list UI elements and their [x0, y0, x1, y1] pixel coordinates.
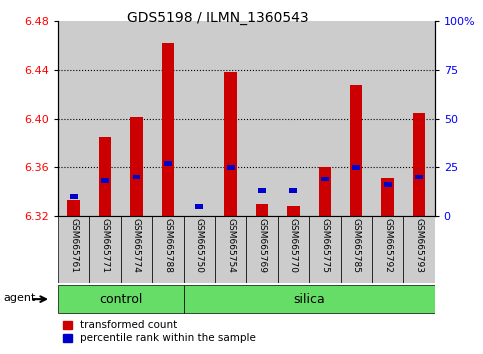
Bar	[132, 175, 141, 179]
Bar	[403, 21, 435, 216]
Bar	[246, 21, 278, 216]
Text: GSM665792: GSM665792	[383, 218, 392, 273]
Bar	[193, 216, 206, 218]
Bar	[256, 204, 269, 216]
Bar	[384, 182, 392, 187]
Bar	[372, 21, 403, 216]
Text: GSM665770: GSM665770	[289, 218, 298, 273]
Text: agent: agent	[3, 292, 35, 303]
Text: GSM665750: GSM665750	[195, 218, 204, 273]
Text: GSM665769: GSM665769	[257, 218, 267, 273]
Bar	[352, 165, 360, 170]
Bar	[152, 21, 184, 216]
Bar	[403, 216, 435, 283]
Bar	[68, 200, 80, 216]
Bar	[58, 216, 89, 283]
Text: control: control	[99, 293, 142, 306]
Bar	[152, 216, 184, 283]
Bar	[321, 177, 329, 181]
Bar	[161, 43, 174, 216]
Text: GSM665771: GSM665771	[100, 218, 110, 273]
Bar	[413, 113, 426, 216]
Bar	[246, 216, 278, 283]
Text: GSM665754: GSM665754	[226, 218, 235, 273]
Text: GDS5198 / ILMN_1360543: GDS5198 / ILMN_1360543	[127, 11, 308, 25]
Text: GSM665761: GSM665761	[69, 218, 78, 273]
Bar	[99, 137, 112, 216]
Text: GSM665774: GSM665774	[132, 218, 141, 273]
Bar	[184, 21, 215, 216]
Bar	[58, 21, 89, 216]
Bar	[287, 206, 299, 216]
Bar	[319, 167, 331, 216]
Legend: transformed count, percentile rank within the sample: transformed count, percentile rank withi…	[63, 320, 256, 343]
Bar	[184, 285, 435, 314]
Bar	[215, 21, 246, 216]
Text: silica: silica	[293, 293, 325, 306]
Bar	[224, 72, 237, 216]
Bar	[382, 178, 394, 216]
Bar	[89, 216, 121, 283]
Bar	[130, 118, 143, 216]
Bar	[89, 21, 121, 216]
Bar	[341, 216, 372, 283]
Text: GSM665775: GSM665775	[320, 218, 329, 273]
Bar	[101, 178, 109, 183]
Bar	[258, 188, 266, 193]
Bar	[215, 216, 246, 283]
Bar	[309, 216, 341, 283]
Text: GSM665793: GSM665793	[414, 218, 424, 273]
Text: GSM665788: GSM665788	[163, 218, 172, 273]
Bar	[350, 85, 363, 216]
Bar	[415, 175, 423, 179]
Bar	[278, 216, 309, 283]
Bar	[309, 21, 341, 216]
Bar	[70, 194, 78, 199]
Bar	[164, 161, 172, 166]
Bar	[341, 21, 372, 216]
Bar	[289, 188, 298, 193]
Bar	[121, 216, 152, 283]
Bar	[184, 216, 215, 283]
Bar	[58, 285, 184, 314]
Bar	[372, 216, 403, 283]
Bar	[227, 165, 235, 170]
Bar	[195, 204, 203, 209]
Bar	[278, 21, 309, 216]
Bar	[121, 21, 152, 216]
Text: GSM665785: GSM665785	[352, 218, 361, 273]
